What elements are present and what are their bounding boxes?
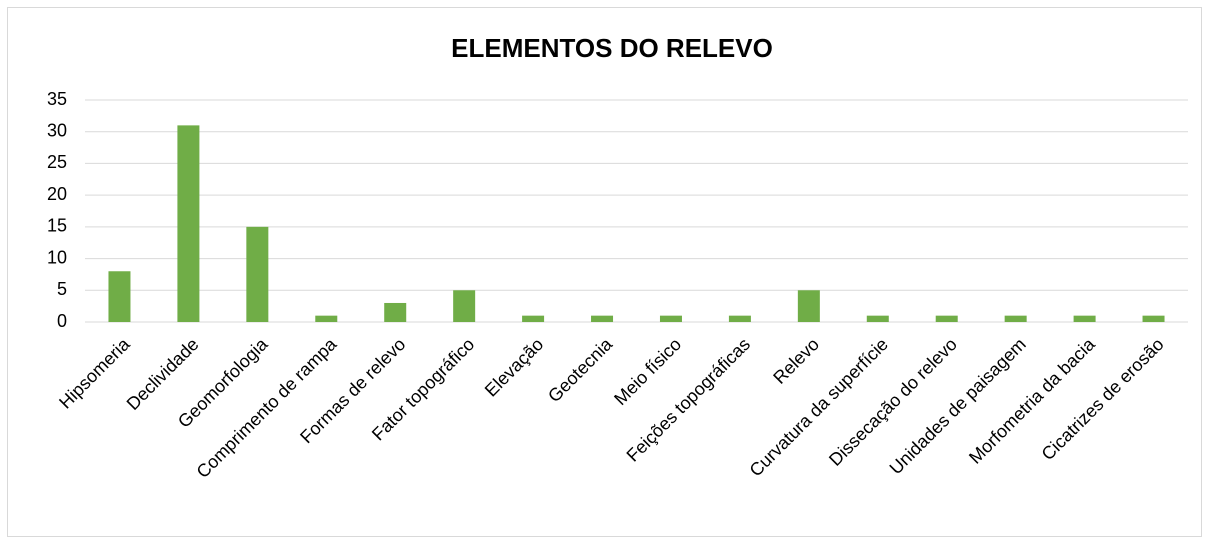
bar	[108, 271, 131, 322]
bar	[797, 290, 820, 322]
bar	[728, 315, 751, 322]
bar	[177, 125, 200, 322]
bar	[1073, 315, 1096, 322]
y-tick-label: 10	[47, 247, 67, 267]
bar	[315, 315, 338, 322]
y-tick-label: 25	[47, 152, 67, 172]
bar	[1004, 315, 1027, 322]
bar	[866, 315, 889, 322]
bar	[246, 226, 269, 322]
y-tick-label: 0	[57, 311, 67, 331]
bar	[659, 315, 682, 322]
bar	[591, 315, 614, 322]
y-tick-label: 20	[47, 184, 67, 204]
y-tick-label: 35	[47, 89, 67, 109]
bar	[522, 315, 545, 322]
bar	[1142, 315, 1165, 322]
chart-title: ELEMENTOS DO RELEVO	[451, 33, 773, 63]
bar	[453, 290, 476, 322]
y-tick-label: 15	[47, 216, 67, 236]
y-tick-label: 30	[47, 120, 67, 140]
bar	[384, 302, 407, 322]
bar	[935, 315, 958, 322]
y-tick-label: 5	[57, 279, 67, 299]
chart-border	[7, 7, 1202, 537]
